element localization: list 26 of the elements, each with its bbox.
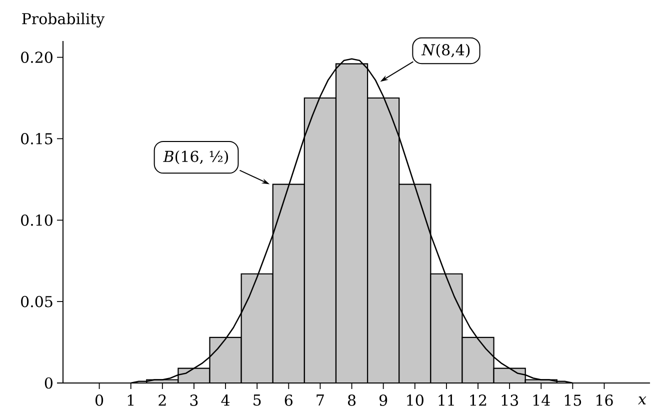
annotation: B(16, ½) xyxy=(163,150,228,164)
x-tick-label: 15 xyxy=(564,394,582,406)
x-tick-label: 2 xyxy=(158,394,166,406)
x-tick-label: 10 xyxy=(407,394,424,406)
x-tick-label: 8 xyxy=(348,394,356,406)
x-tick-label: 4 xyxy=(221,394,230,406)
x-tick-label: 9 xyxy=(380,394,388,406)
x-tick-label: 12 xyxy=(470,394,486,406)
y-tick-label: 0 xyxy=(44,377,52,389)
x-tick-label: 5 xyxy=(254,394,261,406)
x-tick-label: 14 xyxy=(533,394,550,406)
x-tick-label: 3 xyxy=(190,394,198,406)
y-tick-label: 0.10 xyxy=(21,214,52,226)
y-axis-title: Probability xyxy=(22,12,105,28)
annotation: N(8,4) xyxy=(421,44,470,58)
x-tick-label: 0 xyxy=(96,394,104,406)
y-tick-label: 0.15 xyxy=(21,133,52,144)
x-tick-label: 16 xyxy=(596,394,613,406)
x-tick-label: 11 xyxy=(438,394,454,406)
y-tick-label: 0.20 xyxy=(21,52,52,63)
x-axis-title: x xyxy=(638,396,646,404)
x-tick-label: 6 xyxy=(284,394,292,406)
y-tick-label: 0.05 xyxy=(21,296,52,308)
x-tick-label: 13 xyxy=(502,394,518,406)
x-tick-label: 7 xyxy=(316,394,324,406)
x-tick-label: 1 xyxy=(128,394,134,406)
